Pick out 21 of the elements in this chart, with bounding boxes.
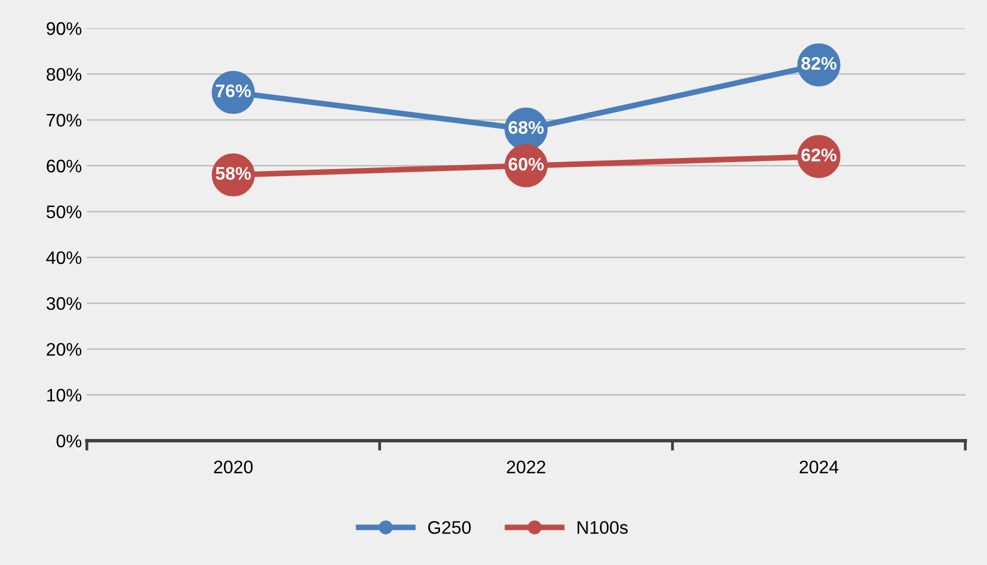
y-tick-label: 10% [47,388,82,402]
y-tick-label: 30% [46,297,82,310]
y-tick-label: 40% [46,251,82,264]
data-label: 62% [801,148,836,162]
data-label: 60% [508,158,544,171]
y-tick-label: 90% [46,22,82,35]
y-tick-label: 50% [46,205,82,218]
x-tick-label: 2020 [214,460,253,474]
legend-label: G250 [428,521,471,534]
data-label: 82% [801,56,836,70]
legend-label: N100s [578,521,628,534]
data-label: 68% [508,121,544,134]
y-tick-label: 80% [46,68,82,81]
y-tick-label: 70% [46,114,82,127]
data-label: 76% [216,84,251,98]
x-tick-label: 2024 [800,460,838,474]
x-tick-label: 2022 [506,460,546,474]
y-tick-label: 60% [46,160,82,172]
data-label: 58% [216,166,251,180]
y-tick-label: 20% [46,342,82,356]
y-tick-label: 0% [56,434,82,448]
